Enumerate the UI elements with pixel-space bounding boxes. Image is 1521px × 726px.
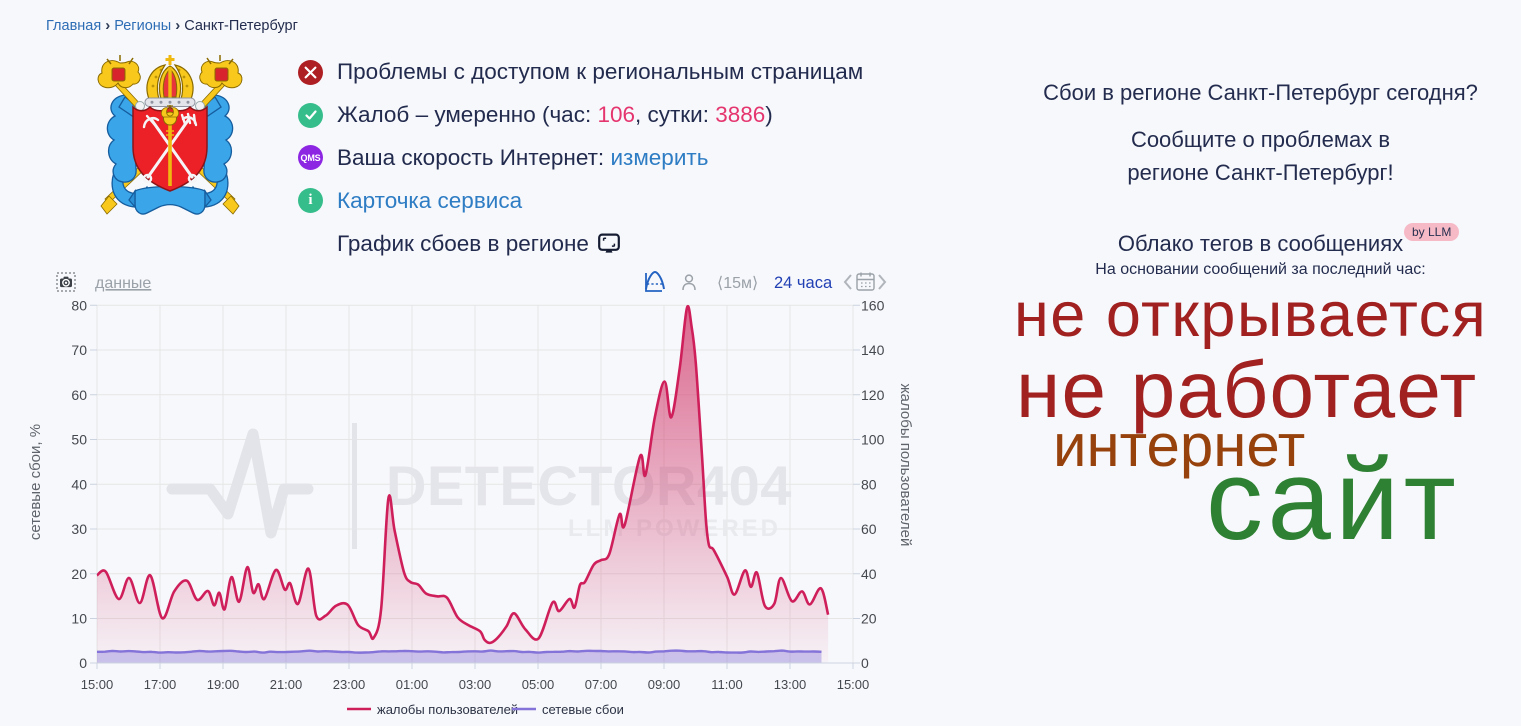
- svg-text:данные: данные: [95, 275, 151, 292]
- svg-text:21:00: 21:00: [270, 677, 303, 692]
- svg-text:жалобы пользователей: жалобы пользователей: [377, 702, 518, 717]
- svg-text:0: 0: [79, 655, 87, 671]
- svg-text:100: 100: [861, 432, 885, 448]
- svg-text:23:00: 23:00: [333, 677, 366, 692]
- svg-text:0: 0: [861, 655, 869, 671]
- svg-text:20: 20: [71, 566, 87, 582]
- svg-text:80: 80: [861, 476, 877, 492]
- svg-text:24 часа: 24 часа: [774, 274, 833, 292]
- svg-text:70: 70: [71, 342, 87, 358]
- svg-text:03:00: 03:00: [459, 677, 492, 692]
- svg-text:19:00: 19:00: [207, 677, 240, 692]
- svg-text:07:00: 07:00: [585, 677, 618, 692]
- svg-text:15:00: 15:00: [837, 677, 870, 692]
- svg-text:40: 40: [71, 476, 87, 492]
- svg-text:50: 50: [71, 432, 87, 448]
- svg-text:сетевые сбои: сетевые сбои: [542, 702, 624, 717]
- svg-text:01:00: 01:00: [396, 677, 429, 692]
- svg-text:17:00: 17:00: [144, 677, 177, 692]
- svg-text:60: 60: [71, 387, 87, 403]
- svg-text:140: 140: [861, 342, 885, 358]
- svg-text:10: 10: [71, 611, 87, 627]
- svg-text:80: 80: [71, 297, 87, 313]
- svg-text:120: 120: [861, 387, 885, 403]
- svg-text:60: 60: [861, 521, 877, 537]
- svg-text:09:00: 09:00: [648, 677, 681, 692]
- svg-text:15:00: 15:00: [81, 677, 114, 692]
- svg-text:40: 40: [861, 566, 877, 582]
- svg-text:13:00: 13:00: [774, 677, 807, 692]
- svg-text:жалобы пользователей: жалобы пользователей: [897, 384, 914, 547]
- svg-text:20: 20: [861, 611, 877, 627]
- svg-text:11:00: 11:00: [711, 677, 743, 692]
- svg-text:⟨15м⟩: ⟨15м⟩: [717, 275, 758, 292]
- svg-text:160: 160: [861, 297, 885, 313]
- svg-text:05:00: 05:00: [522, 677, 555, 692]
- svg-text:30: 30: [71, 521, 87, 537]
- svg-text:DETECTOR404: DETECTOR404: [386, 454, 792, 517]
- svg-text:сетевые сбои, %: сетевые сбои, %: [27, 424, 44, 540]
